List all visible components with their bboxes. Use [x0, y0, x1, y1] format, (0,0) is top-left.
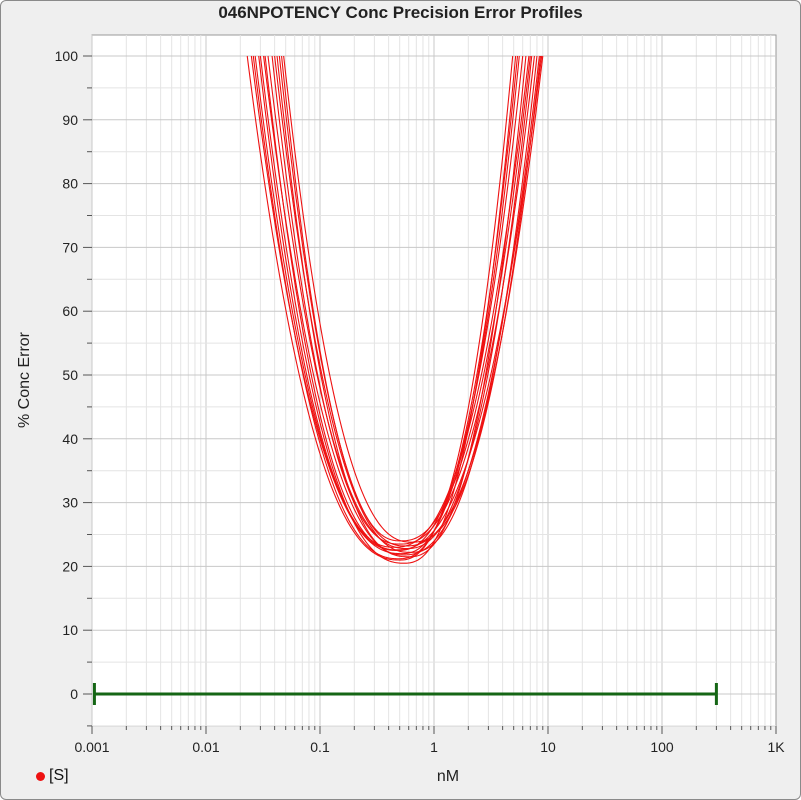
y-tick-label: 40: [62, 431, 78, 447]
curves: [246, 55, 544, 564]
x-axis-label: nM: [437, 768, 459, 785]
x-tick-label: 1K: [767, 739, 785, 755]
range-bar-group: [92, 683, 718, 705]
error-profile-curve-4: [254, 55, 524, 552]
y-tick-label: 30: [62, 495, 78, 511]
y-tick-label: 60: [62, 303, 78, 319]
legend-marker-icon: [36, 771, 45, 781]
y-tick-label: 100: [55, 48, 79, 64]
x-tick-label: 0.001: [74, 739, 109, 755]
y-tick-label: 50: [62, 367, 78, 383]
y-tick-label: 20: [62, 558, 78, 574]
y-tick-label: 10: [62, 622, 78, 638]
y-tick-label: 70: [62, 239, 78, 255]
x-tick-label: 1: [430, 739, 438, 755]
error-profile-curve-11: [264, 55, 543, 551]
grid: [91, 35, 776, 727]
error-profile-curve-14: [283, 55, 542, 543]
legend-label: [S]: [49, 767, 69, 784]
y-tick-label: 80: [62, 176, 78, 192]
chart-title: 046NPOTENCY Conc Precision Error Profile…: [218, 3, 583, 22]
y-tick-label: 0: [70, 686, 78, 702]
x-tick-label: 100: [650, 739, 674, 755]
error-profile-curve-13: [281, 55, 531, 542]
y-ticks: 0 10 20 30 40 50 60 70 80 90 100: [55, 48, 92, 727]
x-tick-label: 10: [540, 739, 556, 755]
x-ticks: 0.001 0.01 0.1 1 10 100 1K: [74, 726, 785, 755]
error-profile-curve-15: [252, 55, 519, 560]
error-profile-curve-10: [276, 55, 540, 556]
legend[interactable]: [S]: [36, 765, 69, 787]
error-profile-curve-8: [271, 55, 535, 545]
error-profile-curve-7: [267, 55, 533, 550]
x-tick-label: 0.01: [192, 739, 219, 755]
x-tick-label: 0.1: [310, 739, 330, 755]
y-axis-label: % Conc Error: [16, 331, 33, 428]
y-tick-label: 90: [62, 112, 78, 128]
